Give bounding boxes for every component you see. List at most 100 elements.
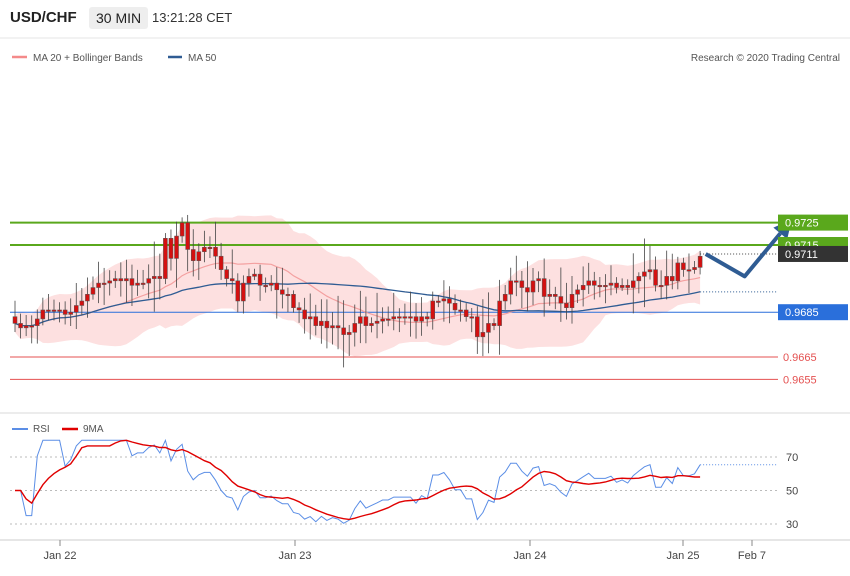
rsi-panel: 30 50 70 xyxy=(10,438,798,531)
candle-body xyxy=(341,327,346,335)
candle-body xyxy=(174,235,179,259)
candle-body xyxy=(168,238,174,259)
ma50-line xyxy=(14,282,701,327)
candle-body xyxy=(374,320,380,324)
x-tick-label-3: Jan 25 xyxy=(666,550,699,562)
candle-body xyxy=(358,316,363,324)
candle-body xyxy=(202,246,207,252)
candle-body xyxy=(213,246,218,257)
rsi-tick-30: 30 xyxy=(786,519,798,531)
candle-body xyxy=(575,289,580,295)
clock-label: 13:21:28 CET xyxy=(152,10,233,25)
level-label-5: 0.9655 xyxy=(783,374,817,386)
candle-body xyxy=(12,316,18,324)
candle-body xyxy=(23,325,29,329)
ma50-legend-label: MA 50 xyxy=(188,53,217,64)
candle-body xyxy=(586,280,591,286)
candle-body xyxy=(670,276,675,282)
candle-body xyxy=(307,316,313,320)
candle-body xyxy=(229,278,235,282)
candle-body xyxy=(675,262,681,282)
candle-body xyxy=(625,285,630,288)
candles xyxy=(12,214,703,368)
candle-body xyxy=(502,294,508,302)
candle-body xyxy=(85,294,90,302)
candle-body xyxy=(458,309,463,312)
candle-body xyxy=(603,285,608,288)
candle-body xyxy=(324,320,330,329)
symbol-label[interactable]: USD/CHF xyxy=(10,9,77,26)
candle-body xyxy=(508,280,513,295)
candle-body xyxy=(519,280,525,288)
candle-body xyxy=(241,282,246,302)
level-label-box-0 xyxy=(778,214,848,231)
candle-body xyxy=(291,294,296,308)
candle-body xyxy=(285,294,291,297)
candle-body xyxy=(18,323,23,329)
x-tick-label-2: Jan 24 xyxy=(513,550,546,562)
candle-body xyxy=(113,278,118,282)
candle-body xyxy=(653,269,658,286)
candle-body xyxy=(441,298,447,302)
candle-body xyxy=(541,278,547,297)
candle-body xyxy=(29,325,34,328)
copyright-label: Research © 2020 Trading Central xyxy=(691,53,840,64)
candle-body xyxy=(274,282,280,291)
chart-header: USD/CHF 30 MIN 13:21:28 CET xyxy=(0,0,850,38)
level-label-box-3 xyxy=(778,304,848,321)
candle-body xyxy=(90,287,96,295)
rsi-line xyxy=(15,438,701,524)
candle-body xyxy=(46,309,51,312)
candle-body xyxy=(385,318,391,321)
candle-body xyxy=(207,246,213,249)
rsi-legend-label: RSI xyxy=(33,424,50,435)
candle-body xyxy=(369,323,374,326)
candle-body xyxy=(491,323,497,326)
candle-body xyxy=(252,273,257,277)
candle-body xyxy=(280,289,285,295)
level-label-2: 0.9711 xyxy=(785,249,818,261)
time-axis: Jan 22 Jan 23 Jan 24 Jan 25 Feb 7 xyxy=(43,540,766,562)
candle-body xyxy=(196,251,202,261)
candle-body xyxy=(452,302,458,311)
candle-body xyxy=(564,302,569,308)
candle-body xyxy=(486,323,491,333)
candle-body xyxy=(129,278,135,286)
candle-body xyxy=(692,267,697,270)
candle-body xyxy=(352,323,358,333)
candle-body xyxy=(642,271,647,277)
candle-body xyxy=(313,316,319,326)
level-lines xyxy=(10,221,778,380)
candle-body xyxy=(658,285,664,288)
x-tick-label-4: Feb 7 xyxy=(738,550,766,562)
candle-body xyxy=(686,269,692,272)
candle-body xyxy=(697,255,703,268)
candle-body xyxy=(614,282,619,288)
candle-body xyxy=(402,316,408,319)
candle-body xyxy=(118,278,124,282)
candle-body xyxy=(463,309,469,317)
candle-body xyxy=(335,325,341,329)
ma9-legend-label: 9MA xyxy=(83,424,104,435)
timeframe-button[interactable]: 30 MIN xyxy=(89,7,149,29)
ma9-line xyxy=(15,439,701,521)
candle-body xyxy=(35,318,40,326)
level-label-box-2 xyxy=(778,245,848,262)
candle-body xyxy=(74,305,79,313)
candle-body xyxy=(224,269,229,279)
candle-body xyxy=(592,280,597,286)
candle-body xyxy=(40,309,46,320)
candle-body xyxy=(179,222,185,237)
candle-body xyxy=(107,280,112,284)
x-tick-label-1: Jan 23 xyxy=(278,550,311,562)
candle-body xyxy=(608,282,614,286)
forecast-path xyxy=(704,232,782,279)
candle-body xyxy=(218,255,224,270)
main-legend: MA 20 + Bollinger Bands MA 50 Research ©… xyxy=(12,53,840,64)
candle-body xyxy=(246,276,252,284)
candle-body xyxy=(124,278,129,282)
candle-body xyxy=(391,316,397,320)
ma20-line xyxy=(14,262,701,327)
candle-body xyxy=(497,300,502,326)
